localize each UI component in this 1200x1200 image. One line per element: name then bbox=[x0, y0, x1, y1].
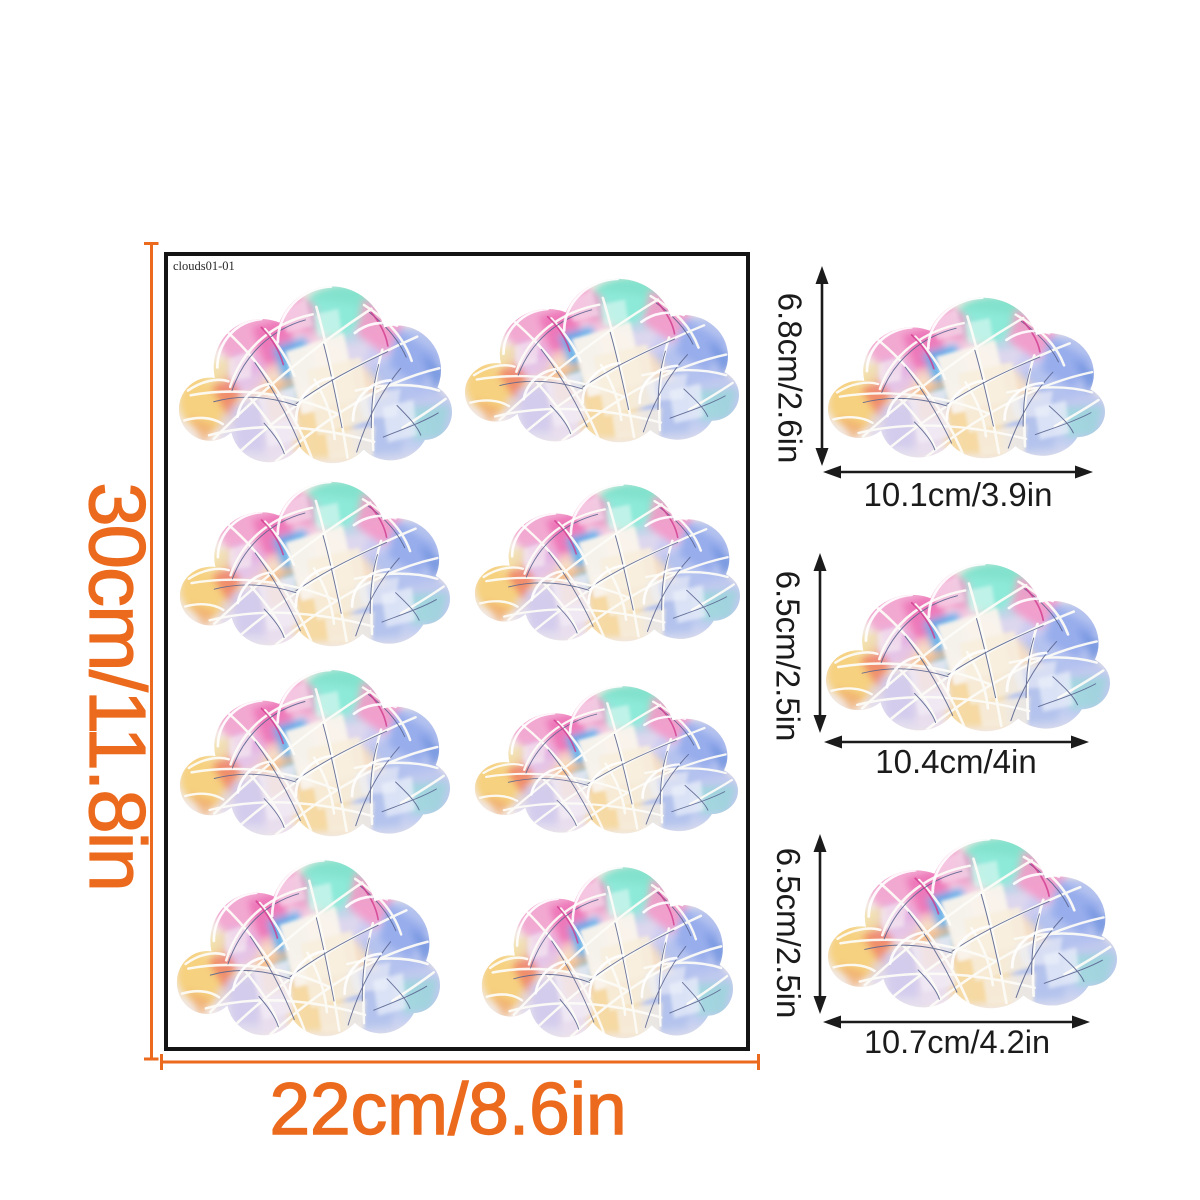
svg-text:6.8cm/2.6in: 6.8cm/2.6in bbox=[772, 293, 809, 464]
svg-text:30cm/11.8in: 30cm/11.8in bbox=[73, 482, 162, 890]
svg-text:6.5cm/2.5in: 6.5cm/2.5in bbox=[770, 848, 807, 1019]
svg-text:10.1cm/3.9in: 10.1cm/3.9in bbox=[864, 476, 1053, 513]
svg-text:10.4cm/4in: 10.4cm/4in bbox=[875, 743, 1036, 780]
svg-text:10.7cm/4.2in: 10.7cm/4.2in bbox=[864, 1024, 1050, 1060]
svg-text:22cm/8.6in: 22cm/8.6in bbox=[269, 1069, 626, 1150]
svg-text:6.5cm/2.5in: 6.5cm/2.5in bbox=[770, 571, 807, 742]
svg-text:clouds01-01: clouds01-01 bbox=[173, 259, 235, 273]
